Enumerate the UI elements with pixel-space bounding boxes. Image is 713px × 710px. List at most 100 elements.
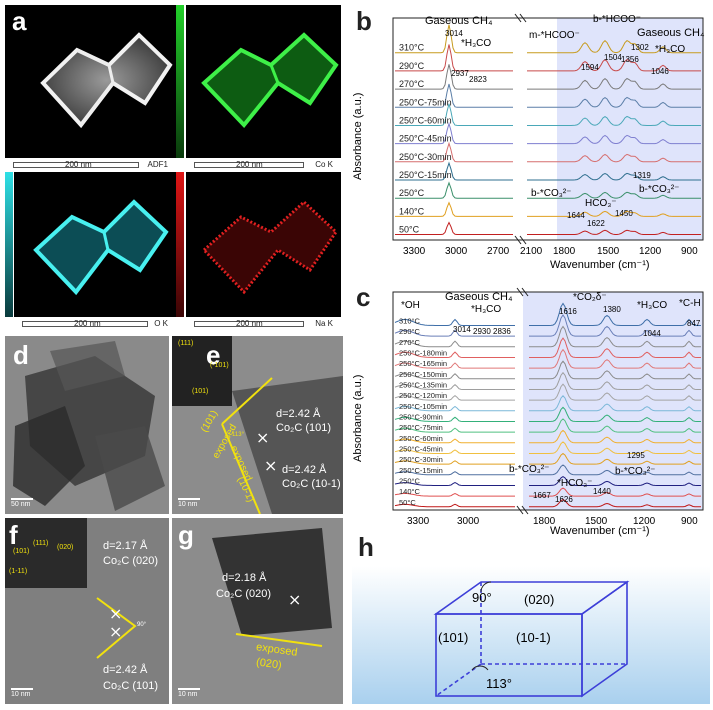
c-curve-right-13 (529, 452, 701, 465)
c-break-marks (516, 287, 529, 515)
b-curve-right-4 (527, 115, 701, 126)
c-series-label-12: 250°C-45min (399, 445, 443, 454)
tem-e-plane-2: Co₂C (10-1) (282, 478, 341, 490)
b-tick-1800: 1800 (553, 246, 576, 257)
co-scalebar (194, 162, 304, 168)
b-ann-1504: 1504 (604, 53, 622, 62)
c-series-label-7: 250°C-120min (399, 391, 447, 400)
c-curve-right-2 (529, 325, 701, 348)
h-face-front: (10-1) (516, 630, 551, 645)
c-series-label-5: 250°C-150min (399, 370, 447, 379)
c-series-label-6: 250°C-135min (399, 381, 447, 390)
tem-e-marker-1: ⨯ (256, 430, 270, 447)
b-ann-1594: 1594 (581, 63, 599, 72)
c-tick-1500: 1500 (585, 516, 608, 527)
c-curve-left-10 (394, 427, 515, 433)
na-particle-image (201, 199, 338, 295)
crystal-box-edges (433, 580, 630, 698)
tem-d-particles (5, 336, 169, 514)
adf-map (5, 5, 176, 158)
c-ann-h3co: *H₃CO (471, 304, 501, 315)
c-ann-847: 847 (687, 319, 701, 328)
c-ann-h3co-2: *H₃CO (637, 300, 667, 311)
adf-scale-text: 200 nm (65, 160, 92, 169)
fft-f-spot-1m11: (1-11) (9, 568, 28, 575)
tem-f-marker-2: ⨯ (109, 624, 123, 641)
b-ann-m-hcoo: m-*HCOO⁻ (529, 30, 580, 41)
na-map (186, 172, 341, 317)
b-series-label-3: 250°C-75min (399, 97, 452, 107)
c-tick-900: 900 (681, 516, 698, 527)
h-angle-bottom: 113° (486, 676, 512, 691)
adf-particle-image (40, 32, 173, 129)
adf-scalebar (13, 162, 139, 168)
b-ann-1644: 1644 (567, 211, 585, 220)
tem-e-dspacing-1: d=2.42 Å (276, 408, 321, 420)
b-xlabel: Wavenumber (cm⁻¹) (550, 259, 650, 271)
c-ann-3014: 3014 (453, 325, 471, 334)
b-curve-right-7 (527, 172, 701, 181)
na-scalebar (194, 321, 304, 327)
tem-e-scale-text: 10 nm (178, 501, 198, 508)
tem-e-marker-2: ⨯ (264, 458, 278, 475)
c-curve-right-17 (529, 499, 701, 508)
fft-e-spot-111: (111) (178, 340, 194, 347)
c-ann-co2: *CO₂δ⁻ (573, 292, 607, 303)
na-scale-footer: 200 nm Na K (186, 317, 341, 331)
c-series-label-9: 250°C-90min (399, 413, 443, 422)
b-series-label-1: 290°C (399, 61, 425, 71)
c-ann-2836: 2836 (493, 327, 511, 336)
tem-f-scale-text: 10 nm (11, 691, 31, 698)
tem-f-angle: 90° (137, 622, 147, 628)
tem-image-e: e (111) (-101) (101) d=2.42 Å Co₂C (101)… (172, 336, 343, 514)
o-scale-text: 200 nm (74, 319, 101, 328)
b-series-label-7: 250°C-15min (399, 170, 452, 180)
tem-f-lattice (5, 518, 169, 704)
panel-label-b: b (356, 6, 372, 36)
o-particle-image (33, 199, 169, 296)
b-ann-1046: 1046 (651, 67, 669, 76)
c-curve-right-4 (529, 348, 701, 369)
b-ann-gas-ch4: Gaseous CH₄ (425, 15, 493, 27)
c-curve-left-6 (394, 384, 515, 390)
c-ann-1440: 1440 (593, 487, 611, 496)
c-curve-left-0 (394, 318, 515, 326)
c-ann-1626: 1626 (555, 495, 573, 504)
c-series-label-17: 50°C (399, 498, 416, 507)
co-map (186, 5, 341, 158)
na-element-label: Na K (315, 319, 333, 328)
tem-f-dspacing-1: d=2.17 Å (103, 540, 148, 552)
b-series-label-10: 50°C (399, 225, 420, 235)
c-curve-right-12 (529, 441, 701, 454)
b-series-label-0: 310°C (399, 43, 425, 53)
c-curve-right-5 (529, 360, 701, 380)
b-tick-2700: 2700 (487, 246, 510, 257)
tem-e-dspacing-2: d=2.42 Å (282, 464, 327, 476)
b-series-label-8: 250°C (399, 188, 425, 198)
b-ann-1356: 1356 (621, 55, 639, 64)
c-curve-right-14 (529, 464, 701, 476)
c-curve-left-8 (394, 405, 515, 412)
c-curve-left-2 (394, 340, 515, 348)
b-curve-left-5 (395, 121, 513, 145)
b-ann-2937: 2937 (451, 69, 469, 78)
o-colorbar (5, 172, 13, 317)
c-ann-hco3: *HCO₃⁻ (557, 478, 592, 489)
b-ann-3014: 3014 (445, 29, 463, 38)
fft-f-spot-020: (020) (57, 544, 74, 551)
tem-d-scalebar: 50 nm (11, 498, 33, 508)
b-ylabel: Absorbance (a.u.) (352, 93, 364, 180)
b-curve-right-8 (527, 191, 701, 199)
c-ann-1044: 1044 (643, 329, 661, 338)
c-curve-left-17 (394, 503, 515, 508)
panel-label-c: c (356, 282, 371, 312)
c-curve-right-8 (529, 395, 701, 412)
tem-e-angle: 113° (232, 432, 244, 438)
b-tick-3300: 3300 (403, 246, 426, 257)
c-series-label-15: 250°C (399, 477, 421, 486)
panel-label-a: a (12, 6, 27, 36)
panel-label-f: f (9, 520, 18, 550)
b-curve-left-10 (395, 221, 513, 235)
c-series-label-3: 250°C-180min (399, 349, 447, 358)
